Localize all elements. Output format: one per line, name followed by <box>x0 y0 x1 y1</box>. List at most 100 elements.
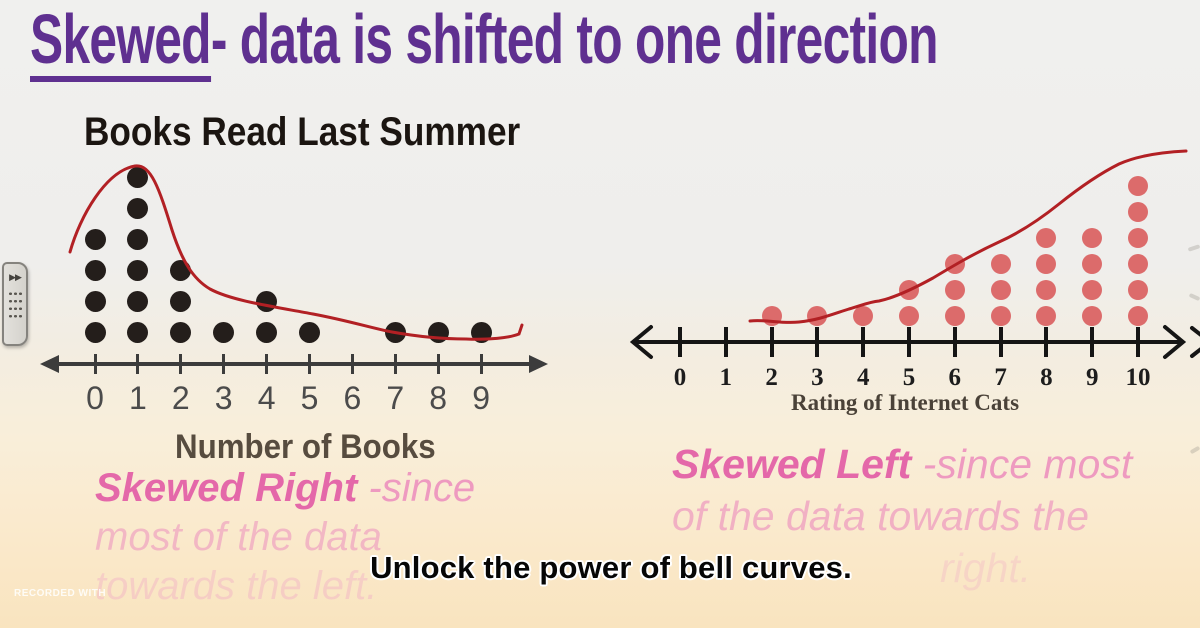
annotation-emphasis: Skewed Left <box>672 441 912 487</box>
axis-tick <box>1136 327 1140 357</box>
grip-dots-icon <box>7 290 23 320</box>
annotation-skewed-right: Skewed Right -since most of the data tow… <box>95 466 476 608</box>
axis-tick <box>998 327 1003 357</box>
axis-tick <box>678 327 682 357</box>
axis-tick-label: 4 <box>856 364 870 391</box>
dot-plot-cats: 0 1 2 3 4 5 6 7 8 9 10 Rating of Internet Cats <box>620 130 1200 430</box>
data-dot <box>1128 280 1148 300</box>
axis-tick <box>136 354 140 374</box>
axis-tick-label: 0 <box>86 380 104 416</box>
axis-tick-label: 7 <box>386 380 405 416</box>
title-rest: - data is shifted to one direction <box>210 0 939 78</box>
data-dot <box>1036 254 1057 274</box>
axis-tick <box>769 327 774 357</box>
axis-tick <box>222 354 226 374</box>
axis-tick <box>723 327 728 357</box>
axis-tick <box>1090 327 1095 357</box>
axis-tick <box>1044 327 1049 357</box>
data-dot <box>170 290 192 312</box>
data-dot <box>127 290 149 312</box>
data-dot <box>127 259 149 281</box>
data-dot <box>899 306 919 326</box>
data-dot <box>990 254 1011 274</box>
data-dot <box>170 321 192 343</box>
axis-tick <box>265 354 269 374</box>
data-dot <box>990 306 1011 326</box>
axis-tick <box>815 327 820 357</box>
data-dot <box>1036 306 1057 326</box>
data-dot <box>1082 306 1103 326</box>
data-dot <box>1128 306 1148 326</box>
data-dot <box>1128 228 1148 248</box>
axis-tick-label: 2 <box>171 380 190 416</box>
number-line-axis <box>40 355 548 373</box>
data-dot <box>1082 280 1103 300</box>
data-dot <box>127 197 149 219</box>
axis-tick-label: 2 <box>765 364 778 391</box>
axis-tick-label: 0 <box>673 364 687 391</box>
axis-tick <box>179 354 183 374</box>
axis-tick <box>93 354 97 374</box>
watermark: RECORDED WITH <box>14 588 107 599</box>
data-dot <box>127 321 149 343</box>
axis-tick-label: 1 <box>128 380 147 416</box>
double-arrow-icon: ▶▶ <box>9 272 22 282</box>
axis-tick-label: 10 <box>1125 364 1151 391</box>
data-dot <box>470 321 492 343</box>
axis-tick <box>907 327 911 357</box>
data-dot <box>944 306 965 326</box>
axis-tick-label: 6 <box>948 364 962 391</box>
data-dot <box>944 280 965 300</box>
axis-tick-label: 1 <box>719 364 733 391</box>
data-dot <box>1036 280 1057 300</box>
axis-tick <box>436 354 440 374</box>
axis-tick-label: 9 <box>1085 364 1099 391</box>
axis-tick-label: 4 <box>257 380 276 416</box>
axis-tick <box>479 354 483 374</box>
axis-tick-label: 3 <box>214 380 233 416</box>
data-dot <box>1128 254 1148 274</box>
cropped-edge-artifact <box>1189 445 1200 455</box>
axis-tick <box>861 327 866 357</box>
data-dot <box>1082 254 1103 274</box>
axis-tick-label: 3 <box>811 364 824 391</box>
data-dot <box>1128 176 1148 196</box>
x-axis-label: Rating of Internet Cats <box>790 390 1020 415</box>
axis-tick <box>350 354 354 374</box>
axis-tick-label: 8 <box>1040 364 1053 391</box>
axis-tick-label: 9 <box>472 380 490 416</box>
data-dot <box>84 228 106 250</box>
page-title: Skewed- data is shifted to one direction <box>30 4 939 82</box>
data-dot <box>299 321 320 343</box>
data-dot <box>1082 228 1103 248</box>
data-dot <box>256 321 278 343</box>
chart-title: Books Read Last Summer <box>84 110 521 154</box>
data-dot <box>84 259 106 281</box>
skew-curve-right-skewed <box>68 164 524 341</box>
axis-tick-label: 6 <box>343 380 362 416</box>
annotation-emphasis: Skewed Right <box>95 466 358 510</box>
data-dot <box>127 166 149 188</box>
skew-curve-left-skewed <box>748 149 1188 324</box>
data-dot <box>853 306 874 326</box>
data-dot <box>84 321 106 343</box>
axis-tick <box>952 327 957 357</box>
axis-tick-label: 5 <box>300 380 319 416</box>
title-underlined-word: Skewed <box>30 4 212 82</box>
annotation-skewed-left: Skewed Left -since most of the data towa… <box>672 441 1133 591</box>
data-dot <box>213 321 235 343</box>
data-dot <box>84 290 106 312</box>
data-dot <box>1036 228 1057 248</box>
data-dot <box>1128 202 1148 222</box>
axis-tick-label: 8 <box>429 380 448 416</box>
axis-tick-label: 5 <box>902 364 916 391</box>
recorder-toolbar-handle[interactable]: ▶▶ <box>2 262 28 346</box>
axis-tick <box>393 354 397 374</box>
x-axis-label: Number of Books <box>175 428 436 466</box>
data-dot <box>127 228 149 250</box>
data-dot <box>990 280 1011 300</box>
axis-tick <box>308 354 311 374</box>
axis-tick-label: 7 <box>994 364 1007 391</box>
